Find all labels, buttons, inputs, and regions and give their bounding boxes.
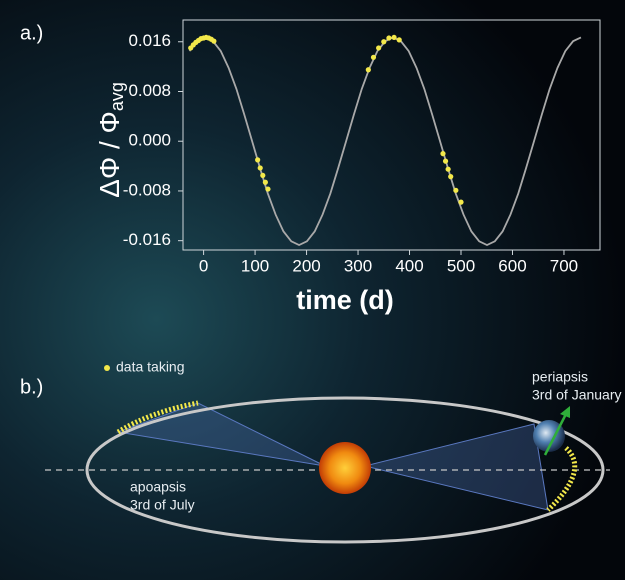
y-axis-label-sub: avg	[107, 82, 127, 111]
data-point	[366, 67, 371, 72]
y-tick-label: 0.000	[128, 131, 171, 150]
data-point	[446, 167, 451, 172]
apoapsis-label: apoapsis	[130, 479, 186, 495]
x-tick-label: 700	[550, 256, 578, 275]
y-tick-label: -0.016	[123, 230, 171, 249]
data-point	[448, 174, 453, 179]
data-point	[258, 165, 263, 170]
data-point	[255, 157, 260, 162]
x-tick-label: 0	[199, 256, 208, 275]
figure: a.) time (d) ΔΦ / Φavg -0.016 -0.008 0.000…	[0, 0, 625, 580]
data-point	[263, 180, 268, 185]
data-point	[391, 35, 396, 40]
x-tick-label: 200	[292, 256, 320, 275]
x-tick-label: 500	[447, 256, 475, 275]
periapsis-label: periapsis	[532, 369, 588, 385]
y-axis-label-main: ΔΦ / Φ	[94, 111, 125, 198]
data-point	[371, 55, 376, 60]
apoapsis-date: 3rd of July	[130, 497, 195, 513]
panel-label: a.)	[20, 22, 43, 44]
y-tick-label: 0.008	[128, 81, 171, 100]
sun	[319, 442, 371, 494]
y-tick-label: -0.008	[123, 180, 171, 199]
data-point	[211, 39, 216, 44]
x-tick-label: 400	[395, 256, 423, 275]
data-point	[443, 159, 448, 164]
x-tick-label: 300	[344, 256, 372, 275]
data-point	[386, 35, 391, 40]
y-tick-label: 0.016	[128, 31, 171, 50]
data-point	[381, 39, 386, 44]
data-point	[397, 37, 402, 42]
data-point	[376, 45, 381, 50]
panel-label: b.)	[20, 376, 43, 398]
page: {"chart_data": {"type": "line", "panel_l…	[0, 0, 625, 580]
data-point	[265, 186, 270, 191]
legend-marker	[104, 365, 110, 371]
legend-text: data taking	[116, 359, 185, 375]
data-point	[260, 173, 265, 178]
x-tick-label: 100	[241, 256, 269, 275]
data-point	[458, 200, 463, 205]
x-tick-label: 600	[498, 256, 526, 275]
periapsis-date: 3rd of January	[532, 387, 622, 403]
x-axis-label: time (d)	[296, 285, 394, 315]
data-point	[440, 151, 445, 156]
data-point	[453, 188, 458, 193]
